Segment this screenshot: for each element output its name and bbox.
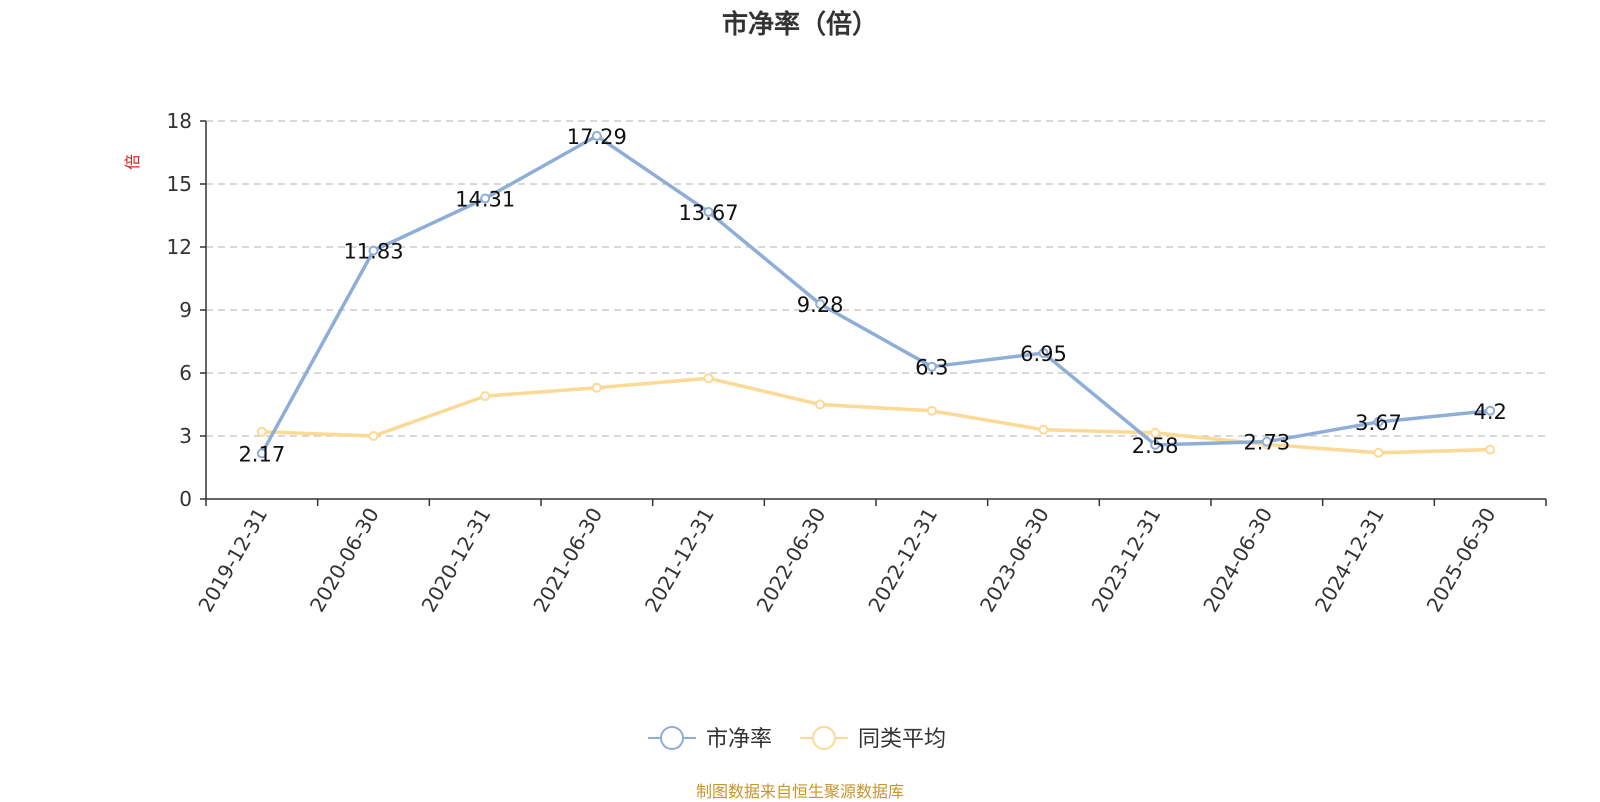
legend-swatch-marker (660, 726, 684, 750)
y-tick-label: 6 (179, 361, 192, 385)
x-tick-label: 2019-12-31 (193, 504, 272, 617)
data-point (368, 431, 379, 441)
y-tick-label: 0 (179, 487, 192, 511)
data-point (1261, 436, 1272, 447)
data-point (256, 448, 267, 459)
chart-title: 市净率（倍） (721, 10, 878, 40)
grid-lines (206, 120, 1546, 437)
y-tick-label: 12 (167, 235, 192, 259)
data-point (368, 245, 379, 256)
x-tick-label: 2025-06-30 (1422, 504, 1501, 617)
data-point (1150, 427, 1161, 438)
data-label: 2.73 (1243, 431, 1290, 455)
data-point (480, 193, 491, 204)
data-point (1038, 424, 1049, 435)
data-label: 14.31 (455, 187, 515, 211)
data-label: 11.83 (343, 240, 403, 264)
data-point (1373, 416, 1384, 427)
data-point (815, 299, 826, 310)
data-point (1485, 444, 1496, 455)
data-label: 13.67 (678, 201, 738, 225)
y-tick-label: 18 (167, 109, 192, 133)
data-point (815, 399, 826, 410)
data-label: 3.67 (1355, 411, 1402, 435)
data-labels: 2.17 11.83 14.31 17.29 13.67 9.28 6.3 6.95 2.58 2… (238, 125, 1506, 467)
legend-swatch-marker (812, 726, 836, 750)
axes: 0 3 6 9 12 15 18 倍 2019-12-31 2020-06-30 2020-12-3… (123, 109, 1547, 617)
data-point (591, 382, 602, 393)
data-point (703, 206, 714, 217)
legend-label: 市净率 (706, 727, 772, 752)
data-label: 2.58 (1132, 434, 1179, 458)
data-point (1485, 405, 1496, 416)
y-axis-label: 倍 (123, 154, 142, 170)
x-tick-label: 2021-06-30 (528, 504, 607, 617)
legend-label: 同类平均 (858, 727, 946, 752)
series-line-1 (261, 376, 1491, 455)
data-point (926, 405, 937, 416)
data-label: 6.3 (915, 356, 948, 380)
y-tick-label: 9 (179, 298, 192, 322)
data-point (703, 373, 714, 384)
x-tick-label: 2020-12-31 (417, 503, 496, 616)
y-tick-label: 15 (167, 172, 192, 196)
data-point (256, 426, 267, 437)
series-lines (256, 130, 1496, 459)
y-tick-label: 3 (179, 424, 192, 448)
data-point (480, 391, 491, 402)
data-label: 9.28 (797, 293, 844, 317)
data-label: 4.2 (1473, 400, 1506, 424)
data-point (1150, 439, 1161, 450)
x-tick-label: 2023-12-31 (1087, 504, 1166, 617)
data-point (926, 361, 937, 372)
x-tick-label: 2022-06-30 (752, 504, 831, 617)
x-tick-label: 2024-12-31 (1310, 504, 1389, 617)
x-tick-label: 2021-12-31 (640, 504, 719, 617)
data-label: 17.29 (567, 125, 627, 149)
x-tick-label: 2024-06-30 (1198, 504, 1277, 617)
x-tick-label: 2022-12-31 (863, 503, 942, 616)
data-point (1373, 447, 1384, 458)
x-tick-label: 2023-06-30 (975, 504, 1054, 617)
data-label: 2.17 (238, 442, 285, 466)
legend[interactable]: 市净率 同类平均 (648, 726, 946, 752)
data-label: 6.95 (1020, 342, 1067, 366)
x-tick-label: 2020-06-30 (305, 504, 384, 617)
data-point (1038, 348, 1049, 359)
series-line-0 (260, 134, 1491, 455)
data-source-note: 制图数据来自恒生聚源数据库 (695, 782, 904, 801)
data-point (591, 130, 602, 141)
